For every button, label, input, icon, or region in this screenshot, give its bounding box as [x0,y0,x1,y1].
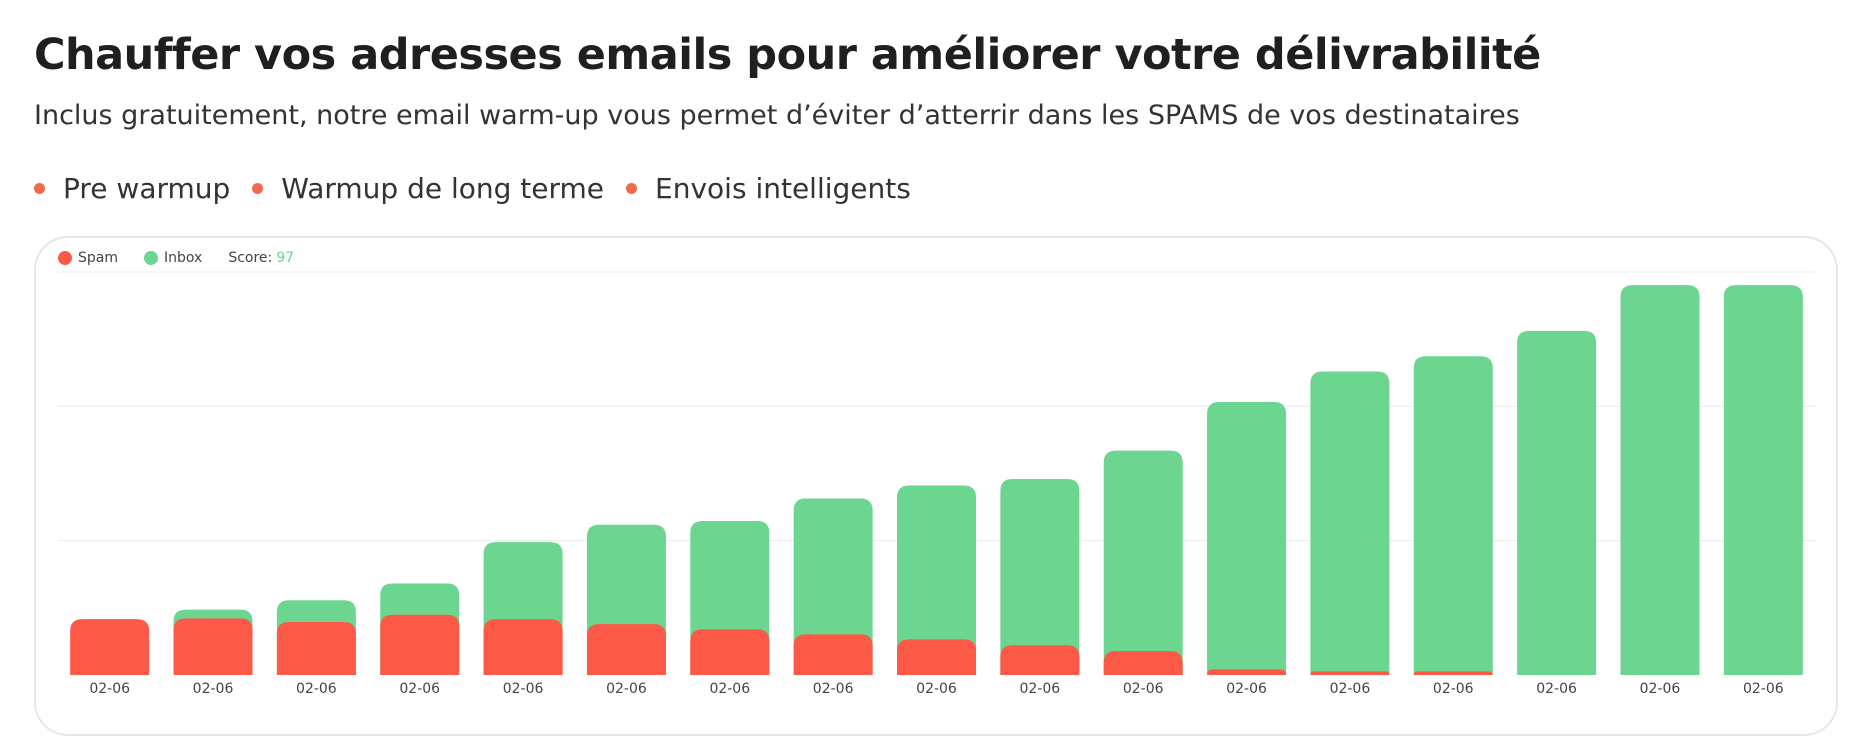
inbox-bar [1517,330,1597,675]
x-tick-label: 02-06 [89,681,130,697]
x-tick-label: 02-06 [709,681,750,697]
x-tick-label: 02-06 [1020,681,1061,697]
feature-label: Envois intelligents [655,172,911,205]
x-tick-label: 02-06 [1330,681,1371,697]
bars [70,285,1803,675]
x-tick-label: 02-06 [1743,681,1784,697]
feature-label: Warmup de long terme [281,172,605,205]
spam-bar [1310,671,1390,675]
inbox-bar [897,485,976,675]
feature-label: Pre warmup [63,172,231,205]
legend-label-spam: Spam [78,250,118,266]
feature-item: Envois intelligents [626,172,911,205]
score-display: Score: 97 [228,250,294,266]
inbox-bar [793,498,873,675]
inbox-bar [1620,285,1700,675]
warmup-bar-chart: 02-06 02-06 02-06 02-06 02-06 02-06 02-06 02-06… [58,271,1815,697]
spam-bar [897,639,976,675]
bullet-dot-icon [626,183,638,194]
inbox-bar [1103,450,1183,675]
inbox-swatch-icon [144,251,158,265]
spam-bar [793,634,873,675]
spam-bar [1413,671,1493,675]
inbox-bar [1310,371,1390,675]
inbox-bar [1000,478,1080,675]
inbox-bar [1413,356,1493,675]
feature-item: Warmup de long terme [252,172,604,205]
spam-bar [1207,669,1287,675]
spam-bar [690,629,770,675]
legend-label-inbox: Inbox [164,250,203,266]
spam-bar [1000,645,1080,675]
page-subtitle: Inclus gratuitement, notre email warm-up… [34,100,1520,131]
spam-bar [483,619,563,675]
feature-list: Pre warmup Warmup de long terme Envois i… [34,172,933,205]
x-tick-label: 02-06 [193,681,234,697]
x-tick-label: 02-06 [1433,681,1474,697]
page-title: Chauffer vos adresses emails pour amélio… [34,30,1541,80]
x-tick-label: 02-06 [1640,681,1681,697]
spam-bar [380,614,460,675]
spam-bar [173,618,253,675]
x-tick-label: 02-06 [916,681,957,697]
score-label: Score: [228,250,273,266]
x-tick-labels: 02-06 02-06 02-06 02-06 02-06 02-06 02-06 02-06… [89,681,1783,697]
x-tick-label: 02-06 [1536,681,1577,697]
legend-item-spam[interactable]: Spam [58,250,118,266]
spam-bar [276,621,356,675]
x-tick-label: 02-06 [606,681,647,697]
x-tick-label: 02-06 [503,681,544,697]
x-tick-label: 02-06 [1226,681,1267,697]
inbox-bar [1207,401,1287,675]
x-tick-label: 02-06 [1123,681,1164,697]
x-tick-label: 02-06 [813,681,854,697]
x-tick-label: 02-06 [399,681,440,697]
legend-item-inbox[interactable]: Inbox [144,250,202,266]
score-value: 97 [276,250,295,266]
bullet-dot-icon [34,183,45,194]
chart-legend: Spam Inbox Score: 97 [58,250,320,266]
bullet-dot-icon [252,183,264,194]
spam-bar [1103,651,1183,675]
x-tick-label: 02-06 [296,681,337,697]
spam-swatch-icon [58,251,72,265]
spam-bar [70,619,150,675]
feature-item: Pre warmup [34,172,230,205]
spam-bar [586,624,666,675]
inbox-bar [1723,285,1803,675]
